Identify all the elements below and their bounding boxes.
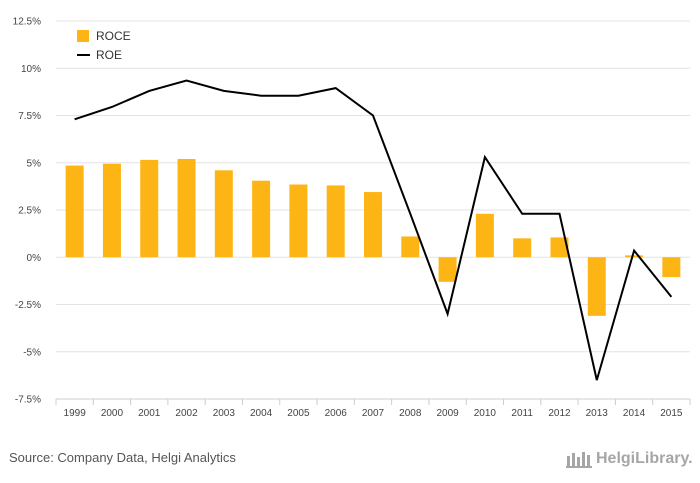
x-tick-label: 2001 [138, 408, 161, 419]
y-tick-label: 12.5% [13, 17, 41, 28]
x-tick-label: 2013 [586, 408, 609, 419]
legend-roce-swatch [77, 30, 89, 42]
x-tick-label: 2010 [474, 408, 497, 419]
roce-bar [140, 159, 159, 258]
roce-bar [364, 192, 382, 258]
y-tick-label: -7.5% [15, 395, 41, 406]
library-icon [566, 452, 592, 468]
roce-bar [289, 184, 308, 258]
roce-bar [513, 238, 532, 258]
roce-bar [214, 170, 233, 258]
x-tick-label: 2003 [213, 408, 236, 419]
legend-roce-label: ROCE [96, 29, 131, 43]
roe-line [74, 79, 673, 381]
brand-name: HelgiLibrary. [596, 450, 693, 467]
legend-roe-label: ROE [96, 48, 122, 62]
x-tick-label: 1999 [64, 408, 87, 419]
x-tick-label: 2004 [250, 408, 273, 419]
roce-bar [625, 255, 644, 258]
x-tick-label: 2005 [287, 408, 310, 419]
x-tick-label: 2000 [101, 408, 124, 419]
roe-line-layer [74, 79, 673, 381]
roce-bar [102, 163, 121, 258]
source-note: Source: Company Data, Helgi Analytics [9, 450, 236, 465]
x-tick-label: 2009 [436, 408, 459, 419]
y-tick-label: 2.5% [18, 206, 41, 217]
y-tick-label: 10% [21, 64, 41, 75]
y-tick-label: 5% [27, 158, 42, 169]
x-tick-label: 2008 [399, 408, 422, 419]
roce-bar [252, 180, 271, 258]
axis-layer: 12.5% 10% 7.5% 5% 2.5% 0% -2.5% -5% -7.5% 1999 200… [13, 17, 691, 419]
roce-bar [550, 237, 569, 258]
x-tick-label: 2011 [511, 408, 533, 419]
y-tick-label: 7.5% [18, 111, 41, 122]
x-tick-label: 2014 [623, 408, 646, 419]
brand-logo: HelgiLibrary. [566, 449, 693, 469]
x-tick-label: 2012 [548, 408, 571, 419]
roce-bar [65, 165, 84, 258]
roce-bars [65, 158, 681, 316]
y-tick-label: 0% [27, 253, 42, 264]
roce-bar [326, 185, 345, 258]
x-tick-label: 2002 [175, 408, 198, 419]
x-tick-label: 2007 [362, 408, 385, 419]
roce-bar [587, 257, 606, 316]
roce-bar [475, 213, 494, 258]
y-tick-label: -5% [23, 347, 41, 358]
roce-bar [438, 257, 457, 282]
x-tick-label: 2006 [325, 408, 348, 419]
roce-bar [662, 257, 681, 278]
roce-bar [401, 236, 420, 258]
y-tick-label: -2.5% [15, 300, 41, 311]
legend: ROCE ROE [77, 29, 131, 62]
x-tick-label: 2015 [660, 408, 683, 419]
roce-bar [177, 158, 196, 258]
